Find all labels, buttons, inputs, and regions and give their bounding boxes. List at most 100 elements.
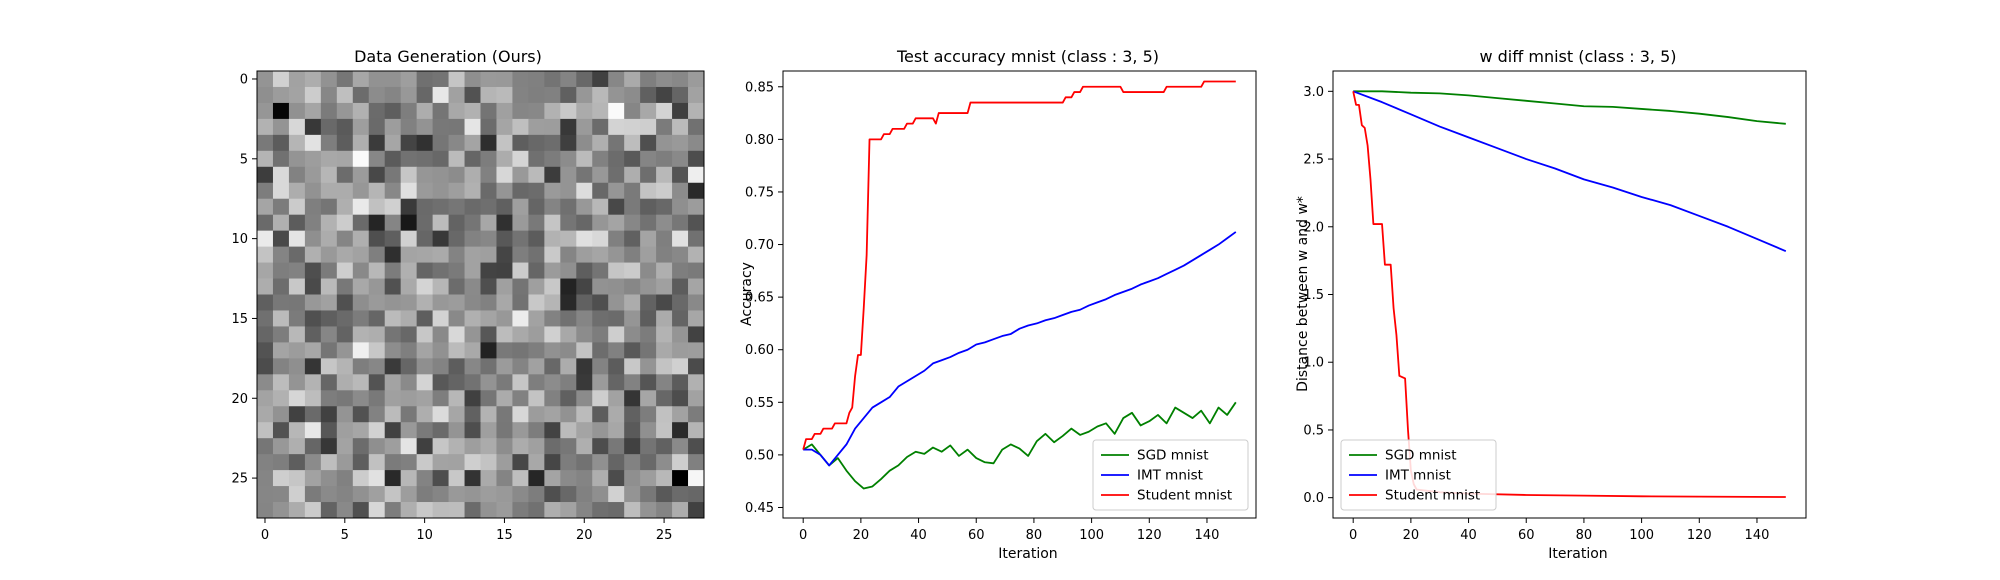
heatmap-cell xyxy=(352,278,370,295)
heatmap-cell xyxy=(512,86,529,104)
heatmap-cell xyxy=(560,486,577,503)
heatmap-cell xyxy=(272,134,290,152)
heatmap-cell xyxy=(512,262,529,279)
heatmap-cell xyxy=(416,246,433,263)
heatmap-cell xyxy=(432,134,449,152)
heatmap-cell xyxy=(352,262,370,279)
heatmap-cell xyxy=(272,310,290,327)
heatmap-cell xyxy=(336,390,354,407)
heatmap-cell xyxy=(640,486,657,503)
heatmap-cell xyxy=(368,230,386,247)
heatmap-cell xyxy=(432,406,449,423)
heatmap-cell xyxy=(608,86,625,104)
heatmap-cell xyxy=(384,230,402,247)
heatmap-cell xyxy=(257,118,274,136)
heatmap-cell xyxy=(368,150,386,168)
heatmap-cell xyxy=(400,246,418,263)
heatmap-cell xyxy=(432,470,449,487)
heatmap-cell xyxy=(656,502,673,519)
heatmap-cell xyxy=(464,486,481,503)
heatmap-cell xyxy=(624,374,641,391)
heatmap-cell xyxy=(560,182,577,200)
heatmap-cell xyxy=(288,86,306,104)
heatmap-cell xyxy=(656,230,673,247)
heatmap-cell xyxy=(688,278,705,295)
heatmap-cell xyxy=(512,166,529,184)
heatmap-cell xyxy=(560,422,577,439)
heatmap-cell xyxy=(656,86,673,104)
heatmap-cell xyxy=(448,198,465,216)
heatmap-cell xyxy=(496,150,513,168)
heatmap-cell xyxy=(448,150,465,168)
heatmap-cell xyxy=(608,102,625,120)
heatmap-cell xyxy=(672,166,689,184)
heatmap-cell xyxy=(368,502,386,519)
heatmap-cell xyxy=(640,198,657,216)
heatmap-cell xyxy=(624,502,641,519)
heatmap-cell xyxy=(592,102,609,120)
heatmap-cell xyxy=(496,486,513,503)
heatmap-cell xyxy=(608,406,625,423)
heatmap-cell xyxy=(480,71,497,88)
heatmap-cell xyxy=(272,486,290,503)
heatmap-cell xyxy=(320,294,338,311)
heatmap-cell xyxy=(640,406,657,423)
heatmap-cell xyxy=(560,278,577,295)
heatmap-cell xyxy=(544,358,561,375)
heatmap-cell xyxy=(528,390,545,407)
heatmap-cell xyxy=(368,470,386,487)
y-tick-label: 10 xyxy=(231,232,248,247)
heatmap-cell xyxy=(576,390,593,407)
heatmap-cell xyxy=(432,438,449,455)
heatmap-cell xyxy=(672,182,689,200)
heatmap-cell xyxy=(512,390,529,407)
heatmap-cell xyxy=(304,454,322,471)
heatmap-cell xyxy=(576,262,593,279)
heatmap-cell xyxy=(496,326,513,343)
heatmap-cell xyxy=(624,310,641,327)
heatmap-cell xyxy=(624,230,641,247)
heatmap-cell xyxy=(608,486,625,503)
heatmap-cell xyxy=(272,502,290,519)
heatmap-cell xyxy=(656,310,673,327)
heatmap-cell xyxy=(304,310,322,327)
heatmap-cell xyxy=(304,182,322,200)
heatmap-cell xyxy=(257,246,274,263)
heatmap-cell xyxy=(352,294,370,311)
heatmap-cell xyxy=(384,150,402,168)
heatmap-cell xyxy=(560,102,577,120)
heatmap-cell xyxy=(560,502,577,519)
heatmap-cell xyxy=(544,230,561,247)
heatmap-cell xyxy=(528,102,545,120)
heatmap-cell xyxy=(432,294,449,311)
heatmap-cell xyxy=(592,294,609,311)
heatmap-cell xyxy=(608,294,625,311)
heatmap-cell xyxy=(432,502,449,519)
heatmap-cell xyxy=(640,230,657,247)
y-tick-label: 0.70 xyxy=(745,238,774,253)
heatmap-cell xyxy=(624,342,641,359)
heatmap-cell xyxy=(480,502,497,519)
accuracy-lines xyxy=(802,80,1237,490)
heatmap-cell xyxy=(336,422,354,439)
heatmap-cell xyxy=(576,134,593,152)
y-tick-label: 0.55 xyxy=(745,396,774,411)
heatmap-cell xyxy=(480,86,497,104)
heatmap-cell xyxy=(640,246,657,263)
heatmap-cell xyxy=(368,198,386,216)
heatmap-cell xyxy=(512,198,529,216)
heatmap-cell xyxy=(336,150,354,168)
heatmap-cell xyxy=(352,486,370,503)
x-tick-label: 10 xyxy=(416,528,433,543)
heatmap-cell xyxy=(320,374,338,391)
heatmap-cell xyxy=(672,71,689,88)
heatmap-cell xyxy=(416,294,433,311)
heatmap-cell xyxy=(288,470,306,487)
heatmap-cell xyxy=(544,102,561,120)
heatmap-cell xyxy=(304,374,322,391)
accuracy-xlabel: Iteration xyxy=(998,546,1057,562)
heatmap-cell xyxy=(288,326,306,343)
heatmap-cell xyxy=(592,390,609,407)
heatmap-cell xyxy=(672,358,689,375)
heatmap-cell xyxy=(672,214,689,232)
